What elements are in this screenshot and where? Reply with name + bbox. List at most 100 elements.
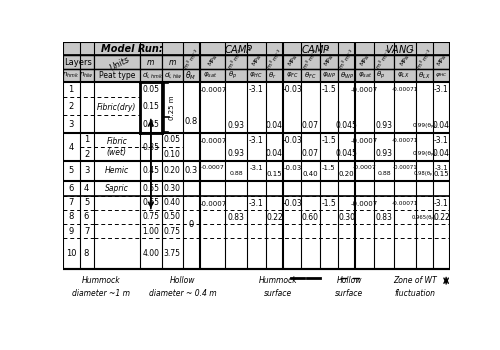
Text: -0.0007: -0.0007 (199, 87, 226, 93)
Text: 1: 1 (68, 85, 73, 94)
Text: 0.3: 0.3 (185, 167, 198, 175)
Text: 0.40: 0.40 (302, 171, 318, 177)
Text: $VANG$: $VANG$ (385, 43, 414, 55)
Text: 0.25 m: 0.25 m (169, 95, 175, 120)
Text: Hollow: Hollow (170, 276, 196, 285)
Text: 5: 5 (84, 198, 89, 208)
Text: 0.20: 0.20 (164, 167, 180, 175)
Bar (247, 69, 266, 82)
Text: MPa: MPa (323, 53, 334, 66)
Bar (301, 69, 320, 82)
Text: -0.03: -0.03 (283, 164, 302, 170)
Bar (62, 82, 450, 269)
Bar (301, 55, 320, 69)
Bar (140, 55, 162, 69)
Text: 2: 2 (68, 102, 73, 111)
Text: diameter ~ 0.4 m: diameter ~ 0.4 m (149, 288, 216, 298)
Text: $d_{i,hlw}$: $d_{i,hlw}$ (164, 70, 183, 80)
Bar (338, 69, 355, 82)
Text: Zone of WT: Zone of WT (394, 276, 437, 285)
Text: 0.88: 0.88 (230, 171, 243, 176)
Text: Hollow: Hollow (336, 276, 362, 285)
Text: -3.1: -3.1 (249, 85, 264, 94)
Text: 0.05: 0.05 (164, 135, 180, 145)
Bar (182, 69, 200, 82)
Text: Fibric
(wet): Fibric (wet) (106, 138, 127, 157)
Bar (162, 55, 182, 69)
Text: 0.15: 0.15 (142, 102, 160, 111)
Text: Peat type: Peat type (98, 71, 135, 80)
Text: 0.05: 0.05 (142, 85, 160, 94)
Text: MPa: MPa (359, 53, 370, 66)
Bar (266, 55, 283, 69)
Bar (356, 69, 374, 82)
Bar (320, 55, 338, 69)
Text: 0.83: 0.83 (376, 213, 392, 222)
Text: 0.75: 0.75 (142, 212, 160, 221)
Text: $\varphi_{sat}$: $\varphi_{sat}$ (203, 71, 217, 80)
Text: $\varphi_{LX}$: $\varphi_{LX}$ (396, 71, 409, 80)
Text: 0.93: 0.93 (228, 121, 244, 130)
Bar (320, 69, 338, 82)
Text: 0.60: 0.60 (302, 213, 319, 222)
Text: Layers: Layers (64, 57, 92, 66)
Text: MPa: MPa (250, 53, 262, 66)
Text: $\theta_p$: $\theta_p$ (228, 70, 236, 81)
Text: $\varphi_{sat}$: $\varphi_{sat}$ (358, 71, 372, 80)
Bar (94, 55, 140, 69)
Text: $_2$: $_2$ (325, 46, 330, 54)
Text: -0.03: -0.03 (282, 85, 302, 94)
Text: $\theta_{WP}$: $\theta_{WP}$ (340, 70, 354, 80)
Text: 0.99(θₚ): 0.99(θₚ) (412, 122, 436, 128)
Bar (284, 42, 356, 55)
Text: MPa: MPa (287, 53, 298, 66)
Text: m³ m⁻³: m³ m⁻³ (338, 50, 354, 70)
Text: 0.965(θₚ): 0.965(θₚ) (412, 215, 437, 220)
Text: -3.1: -3.1 (250, 164, 263, 170)
Text: Hemic: Hemic (104, 167, 129, 175)
Text: 0.40: 0.40 (164, 198, 180, 208)
Text: -1.5: -1.5 (322, 85, 336, 94)
Text: -0.03: -0.03 (282, 199, 302, 208)
Text: 4: 4 (68, 142, 73, 152)
Text: 0.15: 0.15 (266, 171, 282, 177)
Text: 0.25: 0.25 (142, 119, 160, 128)
Text: 0.10: 0.10 (164, 150, 180, 159)
Text: 5: 5 (68, 167, 73, 175)
Text: $\theta_{FC}$: $\theta_{FC}$ (304, 70, 316, 80)
Text: $\theta_r$: $\theta_r$ (268, 70, 276, 80)
Bar (62, 42, 450, 269)
Text: -3.1: -3.1 (434, 199, 449, 208)
Text: 0.07: 0.07 (302, 121, 319, 130)
Text: fluctuation: fluctuation (394, 288, 436, 298)
Text: -3.1: -3.1 (434, 136, 449, 145)
Text: 0: 0 (189, 220, 194, 229)
Text: surface: surface (264, 288, 292, 298)
Bar (140, 69, 162, 82)
Text: 6: 6 (84, 212, 89, 221)
Text: Hummock: Hummock (82, 276, 120, 285)
Text: -0.03: -0.03 (282, 136, 302, 145)
Bar (416, 55, 433, 69)
Text: $\varphi_{FC}$: $\varphi_{FC}$ (286, 71, 298, 80)
Text: 0.045: 0.045 (336, 149, 357, 158)
Text: 3.75: 3.75 (164, 249, 180, 258)
Text: 1.00: 1.00 (142, 226, 160, 236)
Text: 0.15: 0.15 (434, 171, 450, 177)
Text: 1: 1 (84, 135, 89, 145)
Bar (374, 69, 394, 82)
Text: m³ m⁻³: m³ m⁻³ (416, 50, 432, 70)
Bar (394, 55, 416, 69)
Text: 0.99(θₚ): 0.99(θₚ) (412, 151, 436, 156)
Text: -0.0007: -0.0007 (353, 165, 376, 170)
Text: -1.5: -1.5 (322, 136, 336, 145)
Text: -0.00071: -0.00071 (392, 138, 418, 143)
Text: m: m (168, 57, 176, 66)
Text: 0.04: 0.04 (266, 121, 283, 130)
Bar (80, 69, 94, 82)
Text: -1.5: -1.5 (322, 199, 336, 208)
Text: 10: 10 (66, 249, 76, 258)
Text: Model Run:: Model Run: (100, 43, 162, 54)
Bar (416, 69, 433, 82)
Text: $\varphi_{WP}$: $\varphi_{WP}$ (322, 71, 336, 80)
